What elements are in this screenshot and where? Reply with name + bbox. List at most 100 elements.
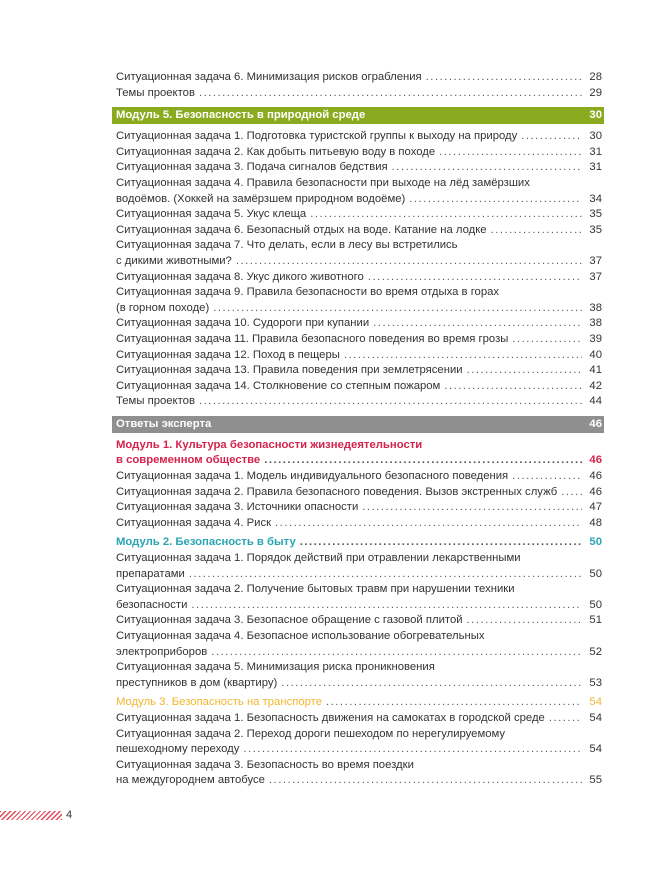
dot-leader [264, 453, 582, 469]
page-ref: 37 [589, 254, 602, 267]
entry-title: Ситуационная задача 1. Порядок действий … [116, 552, 521, 565]
dot-leader [199, 394, 582, 410]
dot-leader [243, 742, 582, 758]
entry-title: Ситуационная задача 14. Столкновение со … [116, 379, 441, 392]
toc-entry: Ситуационная задача 2. Правила безопасно… [112, 485, 604, 501]
dot-leader [373, 316, 582, 332]
entry-title: Ситуационная задача 8. Укус дикого живот… [116, 270, 364, 283]
entry-title: Темы проектов [116, 86, 195, 99]
dot-leader [521, 129, 582, 145]
entry-title: Ситуационная задача 5. Укус клеща [116, 208, 307, 221]
entry-title: на междугороднем автобусе [116, 774, 265, 787]
dot-leader [444, 379, 582, 395]
section-header: Модуль 5. Безопасность в природной среде… [112, 107, 604, 125]
table-of-contents: Ситуационная задача 6. Минимизация риско… [112, 70, 604, 789]
toc-entry: Ситуационная задача 4. Безопасное исполь… [112, 629, 604, 660]
toc-entry: Ситуационная задача 11. Правила безопасн… [112, 332, 604, 348]
toc-entry: Ситуационная задача 3. Подача сигналов б… [112, 160, 604, 176]
toc-entry: Ситуационная задача 5. Укус клеща 35 [112, 207, 604, 223]
entry-title: Ситуационная задача 1. Модель индивидуал… [116, 470, 509, 483]
page-ref: 28 [589, 71, 602, 83]
page-number: 4 [66, 809, 73, 821]
entry-title: Ситуационная задача 4. Риск [116, 516, 272, 529]
toc-entry: Ситуационная задача 7. Что делать, если … [112, 238, 604, 269]
dot-leader [199, 86, 582, 102]
toc-entry: Ситуационная задача 10. Судороги при куп… [112, 316, 604, 332]
page-ref: 40 [589, 348, 602, 361]
page-ref: 54 [589, 743, 602, 756]
toc-entry: Ситуационная задача 6. Минимизация риско… [112, 70, 604, 86]
dot-leader [269, 773, 582, 789]
entry-title: Темы проектов [116, 395, 195, 408]
page-ref: 46 [589, 417, 602, 430]
entry-title: Модуль 3. Безопасность на транспорте [116, 696, 322, 709]
entry-title: Ситуационная задача 4. Безопасное исполь… [116, 630, 485, 642]
toc-entry: Темы проектов 29 [112, 86, 604, 102]
dot-leader [561, 485, 582, 501]
dot-leader [491, 223, 582, 239]
toc-entry: Ситуационная задача 12. Поход в пещеры 40 [112, 348, 604, 364]
toc-entry: Ситуационная задача 2. Переход дороги пе… [112, 727, 604, 758]
dot-leader [549, 711, 582, 727]
entry-title: Модуль 2. Безопасность в быту [116, 536, 296, 549]
entry-title: Ситуационная задача 13. Правила поведени… [116, 364, 463, 377]
entry-title: Ответы эксперта [116, 417, 212, 430]
entry-title: Ситуационная задача 6. Безопасный отдых … [116, 223, 487, 236]
entry-title: Ситуационная задача 2. Получение бытовых… [116, 583, 515, 596]
section-header: Ответы эксперта 46 [112, 415, 604, 433]
module-entry: Модуль 1. Культура безопасности жизнедея… [112, 438, 604, 469]
page-ref: 38 [589, 301, 602, 314]
page-ref: 47 [589, 501, 602, 514]
dot-leader [189, 567, 582, 583]
page-ref: 35 [589, 208, 602, 221]
entry-title: Ситуационная задача 2. Переход дороги пе… [116, 727, 506, 740]
dot-leader [362, 500, 582, 516]
module-entry: Модуль 3. Безопасность на транспорте 54 [112, 695, 604, 711]
entry-title: Ситуационная задача 1. Безопасность движ… [116, 711, 545, 724]
dot-leader [310, 207, 582, 223]
toc-entry: Ситуационная задача 3. Источники опаснос… [112, 500, 604, 516]
dot-leader [211, 645, 582, 661]
page-ref: 31 [589, 161, 602, 174]
entry-title: Ситуационная задача 4. Правила безопасно… [116, 176, 530, 189]
entry-title: электроприборов [116, 645, 208, 658]
page-ref: 50 [589, 567, 602, 580]
page-ref: 55 [589, 774, 602, 787]
entry-title: безопасности [116, 598, 188, 611]
page-ref: 35 [589, 223, 602, 236]
toc-entry: Ситуационная задача 13. Правила поведени… [112, 363, 604, 379]
entry-title: Ситуационная задача 10. Судороги при куп… [116, 317, 370, 330]
dot-leader [326, 695, 582, 711]
dot-leader [344, 348, 582, 364]
dot-leader [281, 676, 582, 692]
entry-title: Ситуационная задача 11. Правила безопасн… [116, 332, 509, 345]
toc-entry: Ситуационная задача 4. Риск 48 [112, 516, 604, 532]
entry-title: (в горном походе) [116, 301, 210, 314]
page-ref: 52 [589, 645, 602, 658]
page-ref: 38 [589, 317, 602, 330]
page-ref: 46 [589, 454, 602, 467]
page-footer: 4 [0, 809, 72, 821]
page-ref: 50 [589, 598, 602, 611]
entry-title: водоёмов. (Хоккей на замёрзшем природном… [116, 192, 406, 205]
entry-title: Ситуационная задача 3. Источники опаснос… [116, 501, 359, 514]
entry-title: Ситуационная задача 7. Что делать, если … [116, 239, 458, 252]
page-ref: 31 [589, 145, 602, 158]
toc-entry: Ситуационная задача 5. Минимизация риска… [112, 660, 604, 691]
page-ref: 46 [589, 470, 602, 483]
dot-leader [439, 145, 582, 161]
entry-title: с дикими животными? [116, 254, 232, 267]
entry-title: преступников в дом (квартиру) [116, 676, 278, 689]
dot-leader [409, 192, 582, 208]
dot-leader [467, 363, 582, 379]
dot-leader [213, 301, 582, 317]
toc-entry: Ситуационная задача 9. Правила безопасно… [112, 285, 604, 316]
page-ref: 39 [589, 332, 602, 345]
toc-entry: Ситуационная задача 2. Получение бытовых… [112, 582, 604, 613]
toc-entry: Ситуационная задача 2. Как добыть питьев… [112, 145, 604, 161]
entry-title: Ситуационная задача 2. Правила безопасно… [116, 485, 558, 498]
page-ref: 48 [589, 516, 602, 529]
entry-title: препаратами [116, 567, 185, 580]
page-ref: 51 [589, 614, 602, 627]
entry-title: Ситуационная задача 6. Минимизация риско… [116, 71, 422, 83]
